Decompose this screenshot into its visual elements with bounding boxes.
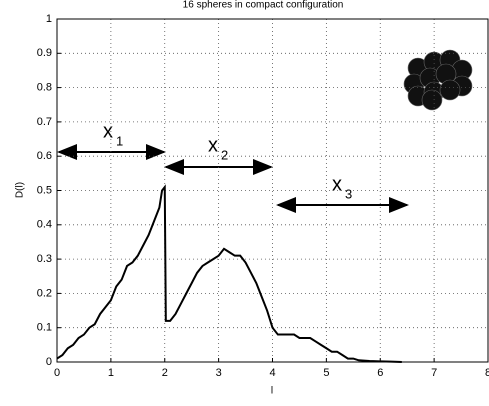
x-tick-label: 5 [323, 367, 329, 379]
x-tick-label: 7 [431, 367, 437, 379]
x-tick-label: 8 [485, 367, 489, 379]
y-tick-label: 0.5 [37, 184, 52, 196]
x-tick-label: 2 [162, 367, 168, 379]
annotation-sub: 3 [345, 186, 352, 201]
x-tick-label: 3 [216, 367, 222, 379]
y-tick-label: 0.8 [37, 82, 52, 94]
y-tick-label: 0.1 [37, 322, 52, 334]
y-tick-label: 1 [46, 13, 52, 25]
annotation-sub: 2 [221, 147, 228, 162]
data-line [56, 184, 402, 363]
chart-title: 16 spheres in compact configuration [183, 0, 344, 11]
annotation: x [208, 134, 218, 156]
x-tick-label: 1 [108, 367, 114, 379]
annotation: x [103, 120, 113, 142]
y-tick-label: 0.9 [37, 47, 52, 59]
y-tick-label: 0.7 [37, 116, 52, 128]
x-tick-label: 6 [377, 367, 383, 379]
annotation-sub: 1 [116, 133, 123, 148]
y-tick-label: 0.6 [37, 150, 52, 162]
y-tick-label: 0.3 [37, 253, 52, 265]
x-tick-label: 4 [269, 367, 275, 379]
x-axis-label: l [271, 386, 273, 397]
annotation: x [332, 173, 342, 195]
y-tick-label: 0.2 [37, 287, 52, 299]
y-tick-label: 0 [46, 356, 52, 368]
x-tick-label: 0 [54, 367, 60, 379]
plot-frame [56, 18, 489, 363]
y-axis-label: D(l) [15, 182, 26, 198]
y-tick-label: 0.4 [37, 219, 52, 231]
sphere-icon [403, 49, 473, 111]
